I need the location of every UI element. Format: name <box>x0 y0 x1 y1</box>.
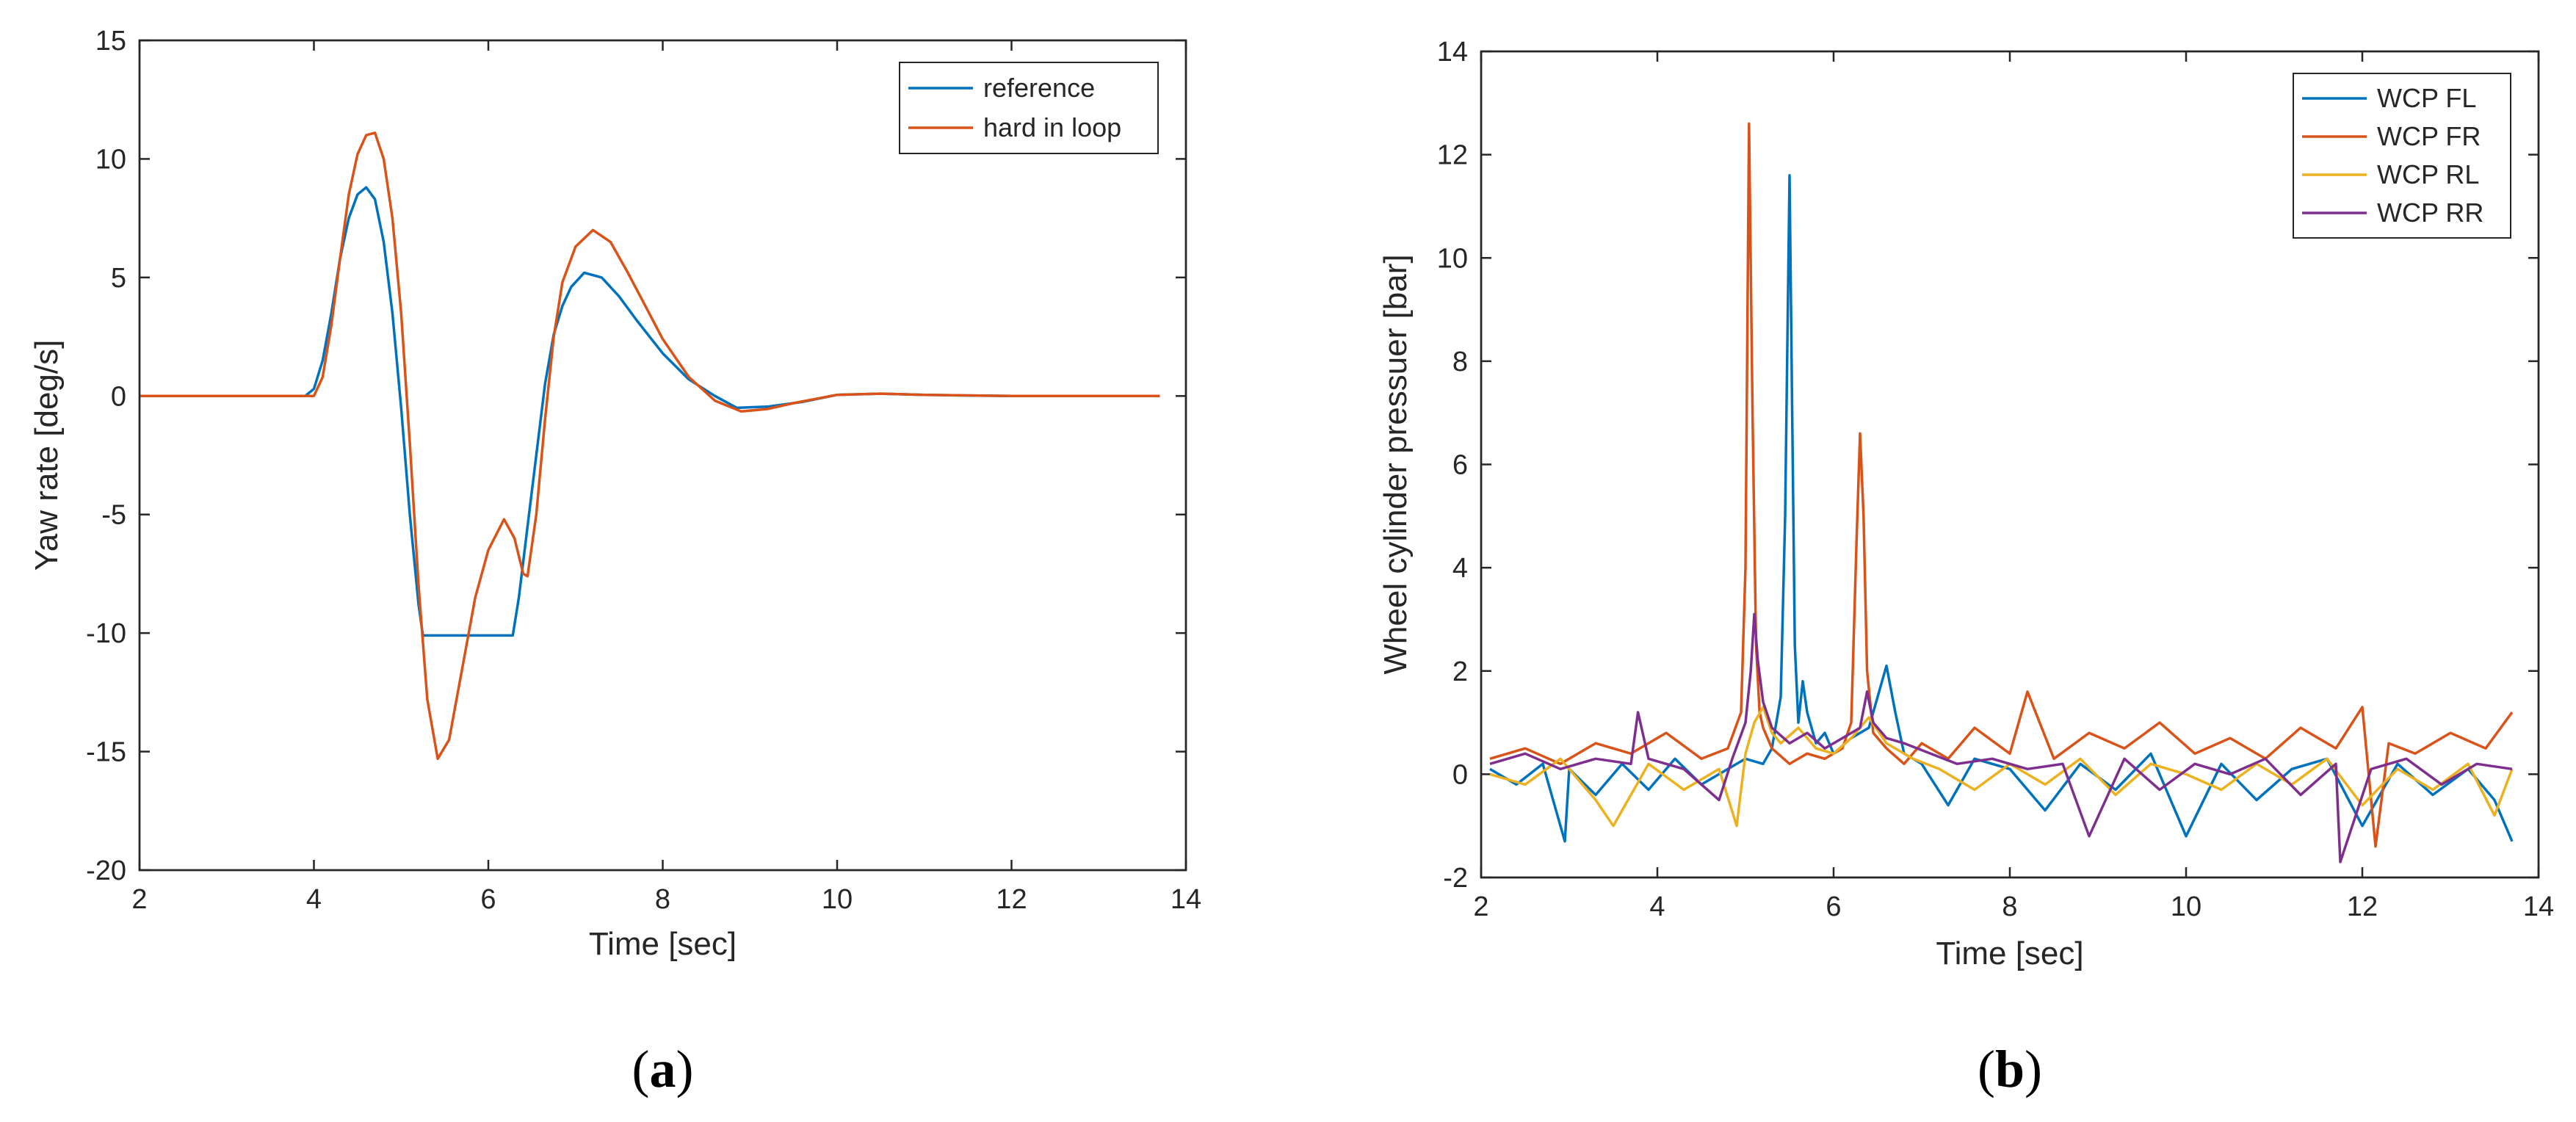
caption-close: ) <box>676 1040 694 1099</box>
caption-open: ( <box>1978 1040 1995 1099</box>
y-tick-label: -20 <box>86 855 126 886</box>
y-tick-label: 0 <box>111 381 126 412</box>
x-tick-label: 6 <box>480 884 496 915</box>
y-tick-label: 14 <box>1437 37 1468 68</box>
panel-caption: (a) <box>632 1040 694 1099</box>
y-tick-label: 5 <box>111 263 126 294</box>
panel-caption: (b) <box>1978 1040 2042 1099</box>
plot-frame <box>1480 50 2540 879</box>
x-tick-label: 10 <box>2171 891 2201 922</box>
y-axis-title: Wheel cylinder pressuer [bar] <box>1378 254 1414 674</box>
series-line-hard-in-loop <box>140 131 1160 761</box>
legend-label: reference <box>983 73 1095 103</box>
x-tick-label: 10 <box>822 884 853 915</box>
legend-label: WCP FR <box>2377 121 2481 151</box>
plot-area <box>138 39 1187 872</box>
plot-frame <box>138 39 1187 872</box>
y-tick-label: 8 <box>1452 347 1468 377</box>
x-tick-label: 2 <box>1473 891 1488 922</box>
y-tick-label: 10 <box>95 144 126 175</box>
x-tick-label: 12 <box>2347 891 2378 922</box>
y-tick-label: 15 <box>95 26 126 57</box>
x-tick-label: 2 <box>131 884 147 915</box>
y-tick-label: -5 <box>101 500 126 531</box>
x-tick-label: 14 <box>1171 884 1201 915</box>
x-tick-label: 4 <box>306 884 322 915</box>
y-tick-label: 6 <box>1452 450 1468 481</box>
chart-a: 2 4 6 8 10 12 14 -20 -15 -10 -5 0 5 10 15 Time [sec] Yaw… <box>29 26 1201 1099</box>
y-axis-title: Yaw rate [deg/s] <box>29 340 65 571</box>
series-line-wcp-rl <box>1489 706 2514 828</box>
y-tick-label: -2 <box>1443 863 1468 894</box>
y-tick-label: 0 <box>1452 759 1468 790</box>
legend-label: WCP FL <box>2377 83 2476 113</box>
x-axis-title: Time [sec] <box>1936 935 2083 971</box>
series-line-wcp-rr <box>1489 612 2513 864</box>
series-group <box>140 131 1160 761</box>
x-axis-title: Time [sec] <box>589 926 737 962</box>
series-group <box>1489 122 2514 864</box>
legend-box <box>899 62 1159 154</box>
x-tick-label: 6 <box>1826 891 1841 922</box>
y-tick-label: -15 <box>86 737 126 768</box>
y-tick-label: 12 <box>1437 140 1468 171</box>
x-tick-label: 14 <box>2523 891 2554 922</box>
caption-close: ) <box>2025 1040 2042 1099</box>
y-tick-label: 2 <box>1452 656 1468 687</box>
x-tick-label: 8 <box>2002 891 2017 922</box>
legend-box <box>2293 73 2511 239</box>
y-tick-label: 10 <box>1437 243 1468 274</box>
caption-letter: a <box>650 1040 676 1099</box>
series-line-wcp-fr <box>1489 122 2514 848</box>
x-tick-label: 4 <box>1649 891 1665 922</box>
legend-label: hard in loop <box>983 112 1121 142</box>
y-tick-label: 4 <box>1452 553 1468 584</box>
x-tick-label: 12 <box>996 884 1027 915</box>
caption-open: ( <box>632 1040 650 1099</box>
chart-b: 2 4 6 8 10 12 14 -2 0 2 4 6 8 10 12 14 Time [sec] Wheel c… <box>1378 37 2554 1099</box>
legend-label: WCP RL <box>2377 159 2479 189</box>
y-tick-label: -10 <box>86 618 126 649</box>
caption-letter: b <box>1995 1040 2025 1099</box>
x-tick-label: 8 <box>655 884 670 915</box>
legend-label: WCP RR <box>2377 198 2483 228</box>
